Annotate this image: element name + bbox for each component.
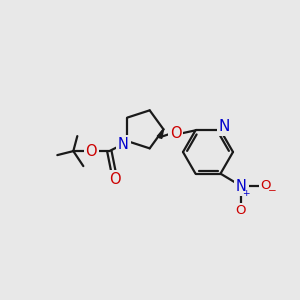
Text: +: + [242, 189, 249, 198]
Polygon shape [157, 129, 164, 139]
Text: O: O [85, 144, 97, 159]
Text: O: O [235, 204, 246, 217]
Text: N: N [219, 119, 230, 134]
Text: N: N [118, 136, 129, 152]
Text: O: O [110, 172, 121, 187]
Text: N: N [236, 179, 247, 194]
Text: −: − [268, 186, 277, 196]
Text: O: O [260, 179, 271, 192]
Text: O: O [170, 126, 181, 141]
